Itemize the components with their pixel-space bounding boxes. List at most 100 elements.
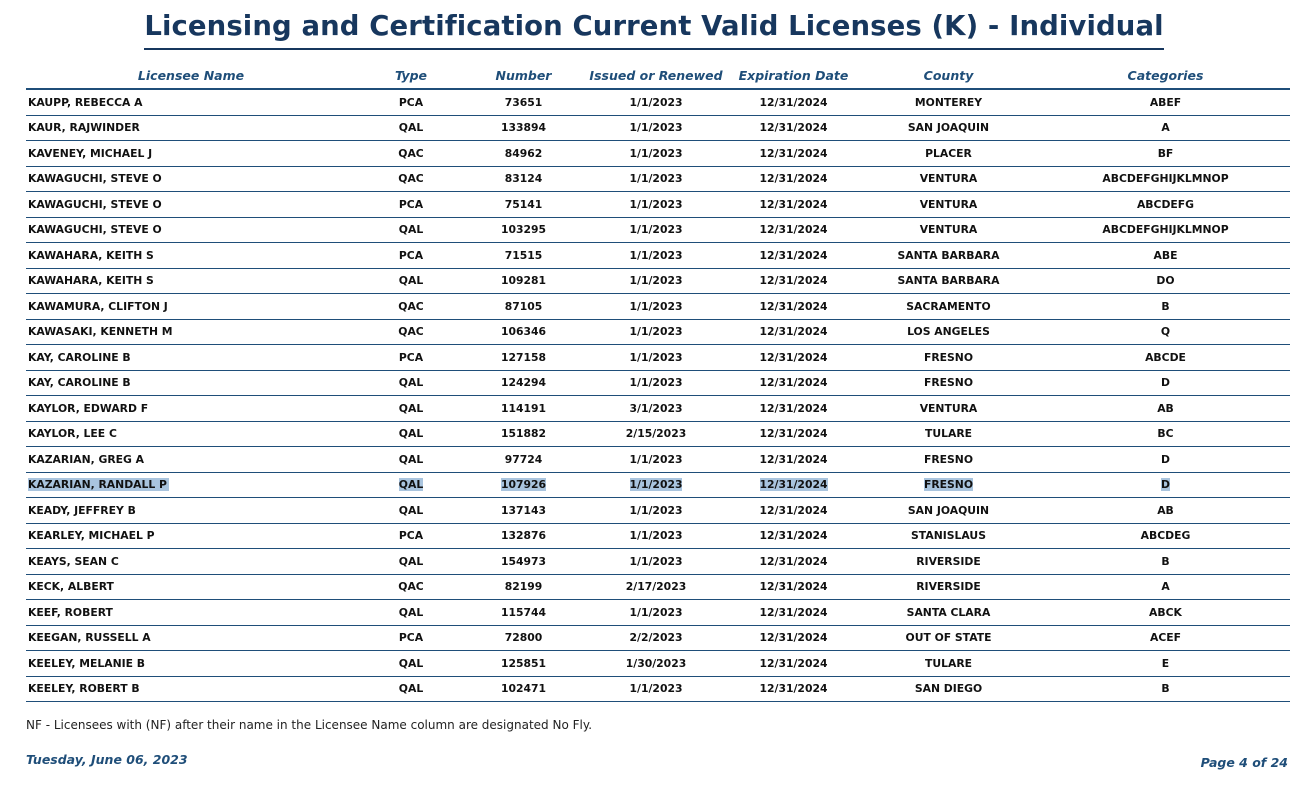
cell-number: 75141 <box>466 191 581 218</box>
cell-expiration-date: 12/31/2024 <box>731 548 856 575</box>
cell-text: KAWAMURA, CLIFTON J <box>28 299 168 313</box>
cell-issued-or-renewed: 1/1/2023 <box>581 166 731 192</box>
table-row[interactable]: KEADY, JEFFREY B QAL 137143 1/1/2023 12/31/2… <box>26 497 1290 524</box>
cell-text: SANTA CLARA <box>906 605 991 619</box>
cell-text: 1/1/2023 <box>629 146 683 160</box>
table-row[interactable]: KAZARIAN, RANDALL P QAL 107926 1/1/2023 12/3… <box>26 472 1290 498</box>
cell-text: ABCDEFGHIJKLMNOP <box>1102 172 1229 186</box>
cell-type: QAL <box>356 599 466 626</box>
cell-issued-or-renewed: 1/1/2023 <box>581 115 731 141</box>
table-row[interactable]: KAWASAKI, KENNETH M QAC 106346 1/1/2023 12/3… <box>26 319 1290 345</box>
table-row[interactable]: KAY, CAROLINE B PCA 127158 1/1/2023 12/31/20… <box>26 344 1290 371</box>
cell-text: ABCK <box>1149 605 1182 619</box>
cell-categories: D <box>1041 472 1290 498</box>
table-row[interactable]: KAWAMURA, CLIFTON J QAC 87105 1/1/2023 12/31… <box>26 293 1290 320</box>
cell-text: 1/1/2023 <box>629 554 683 568</box>
cell-text: 87105 <box>504 299 543 313</box>
table-row[interactable]: KECK, ALBERT QAC 82199 2/17/2023 12/31/2024 R… <box>26 574 1290 600</box>
cell-number: 82199 <box>466 574 581 600</box>
table-row[interactable]: KEAYS, SEAN C QAL 154973 1/1/2023 12/31/2024… <box>26 548 1290 575</box>
table-row[interactable]: KAWAHARA, KEITH S PCA 71515 1/1/2023 12/31/2… <box>26 242 1290 269</box>
cell-categories: AB <box>1041 497 1290 524</box>
cell-text: 127158 <box>500 350 547 364</box>
cell-county: RIVERSIDE <box>856 548 1041 575</box>
cell-type: QAC <box>356 166 466 192</box>
cell-expiration-date: 12/31/2024 <box>731 574 856 600</box>
table-row[interactable]: KEARLEY, MICHAEL P PCA 132876 1/1/2023 12/31… <box>26 523 1290 549</box>
cell-expiration-date: 12/31/2024 <box>731 370 856 396</box>
table-row[interactable]: KAWAGUCHI, STEVE O QAC 83124 1/1/2023 12/31/… <box>26 166 1290 192</box>
column-header-number: Number <box>466 62 581 90</box>
cell-text: D <box>1161 452 1170 466</box>
cell-county: TULARE <box>856 421 1041 447</box>
cell-text: TULARE <box>924 656 973 670</box>
cell-text: AB <box>1157 401 1174 415</box>
column-header-type: Type <box>356 62 466 90</box>
table-row[interactable]: KEELEY, ROBERT B QAL 102471 1/1/2023 12/31/2… <box>26 676 1290 702</box>
column-header-licensee-name: Licensee Name <box>26 62 356 90</box>
table-row[interactable]: KAVENEY, MICHAEL J QAC 84962 1/1/2023 12/31/… <box>26 140 1290 167</box>
cell-categories: ACEF <box>1041 625 1290 651</box>
cell-categories: E <box>1041 650 1290 677</box>
cell-text: QAC <box>398 580 424 594</box>
cell-licensee-name: KAWASAKI, KENNETH M <box>26 319 356 345</box>
cell-expiration-date: 12/31/2024 <box>731 242 856 269</box>
cell-text: VENTURA <box>919 172 978 186</box>
cell-type: QAL <box>356 548 466 575</box>
table-row[interactable]: KAZARIAN, GREG A QAL 97724 1/1/2023 12/31/20… <box>26 446 1290 473</box>
cell-expiration-date: 12/31/2024 <box>731 599 856 626</box>
cell-number: 73651 <box>466 89 581 116</box>
cell-categories: AB <box>1041 395 1290 422</box>
table-row[interactable]: KAWAGUCHI, STEVE O QAL 103295 1/1/2023 12/31… <box>26 217 1290 243</box>
cell-text: ABCDEFGHIJKLMNOP <box>1102 223 1229 237</box>
table-row[interactable]: KAUPP, REBECCA A PCA 73651 1/1/2023 12/31/20… <box>26 89 1290 116</box>
cell-issued-or-renewed: 1/1/2023 <box>581 242 731 269</box>
cell-text: KEARLEY, MICHAEL P <box>28 529 155 543</box>
cell-text: 12/31/2024 <box>759 146 828 160</box>
cell-text: 1/1/2023 <box>629 274 683 288</box>
no-fly-note: NF - Licensees with (NF) after their nam… <box>26 718 593 732</box>
cell-text: KAYLOR, LEE C <box>28 427 117 441</box>
table-row[interactable]: KAYLOR, EDWARD F QAL 114191 3/1/2023 12/31/2… <box>26 395 1290 422</box>
table-row[interactable]: KEEF, ROBERT QAL 115744 1/1/2023 12/31/2024 S… <box>26 599 1290 626</box>
table-row[interactable]: KAUR, RAJWINDER QAL 133894 1/1/2023 12/31/20… <box>26 115 1290 141</box>
cell-issued-or-renewed: 1/1/2023 <box>581 319 731 345</box>
cell-text: 1/1/2023 <box>629 223 683 237</box>
table-row[interactable]: KAYLOR, LEE C QAL 151882 2/15/2023 12/31/202… <box>26 421 1290 447</box>
cell-text: 1/1/2023 <box>629 95 683 109</box>
cell-number: 114191 <box>466 395 581 422</box>
cell-type: PCA <box>356 523 466 549</box>
cell-licensee-name: KEELEY, ROBERT B <box>26 676 356 702</box>
cell-text: 12/31/2024 <box>759 682 828 696</box>
cell-text: B <box>1161 554 1170 568</box>
cell-text: SAN JOAQUIN <box>907 121 990 135</box>
cell-county: SAN JOAQUIN <box>856 115 1041 141</box>
cell-text: FRESNO <box>923 350 974 364</box>
table-row[interactable]: KEELEY, MELANIE B QAL 125851 1/30/2023 12/31… <box>26 650 1290 677</box>
cell-licensee-name: KAY, CAROLINE B <box>26 344 356 371</box>
table-row[interactable]: KAWAHARA, KEITH S QAL 109281 1/1/2023 12/31/… <box>26 268 1290 294</box>
cell-type: PCA <box>356 191 466 218</box>
cell-text: PLACER <box>925 146 972 160</box>
cell-text: 12/31/2024 <box>759 172 828 186</box>
cell-text: 1/1/2023 <box>629 529 683 543</box>
table-row[interactable]: KAY, CAROLINE B QAL 124294 1/1/2023 12/31/20… <box>26 370 1290 396</box>
table-row[interactable]: KEEGAN, RUSSELL A PCA 72800 2/2/2023 12/31/2… <box>26 625 1290 651</box>
cell-categories: A <box>1041 574 1290 600</box>
cell-issued-or-renewed: 1/1/2023 <box>581 497 731 524</box>
cell-text: DO <box>1156 274 1175 288</box>
cell-text: KEELEY, MELANIE B <box>28 656 146 670</box>
cell-type: QAL <box>356 650 466 677</box>
cell-text: KAUPP, REBECCA A <box>28 95 143 109</box>
cell-licensee-name: KAVENEY, MICHAEL J <box>26 140 356 167</box>
cell-text: FRESNO <box>923 478 974 492</box>
cell-text: QAL <box>398 656 424 670</box>
cell-text: QAL <box>398 427 424 441</box>
cell-licensee-name: KAWAMURA, CLIFTON J <box>26 293 356 320</box>
cell-text: PCA <box>398 350 424 364</box>
cell-categories: BC <box>1041 421 1290 447</box>
cell-licensee-name: KAWAGUCHI, STEVE O <box>26 166 356 192</box>
cell-categories: DO <box>1041 268 1290 294</box>
cell-text: QAL <box>398 503 424 517</box>
table-row[interactable]: KAWAGUCHI, STEVE O PCA 75141 1/1/2023 12/31/… <box>26 191 1290 218</box>
